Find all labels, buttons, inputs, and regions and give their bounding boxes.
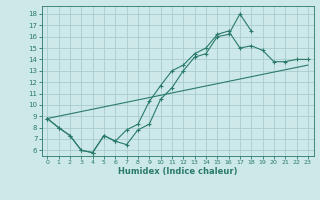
X-axis label: Humidex (Indice chaleur): Humidex (Indice chaleur): [118, 167, 237, 176]
